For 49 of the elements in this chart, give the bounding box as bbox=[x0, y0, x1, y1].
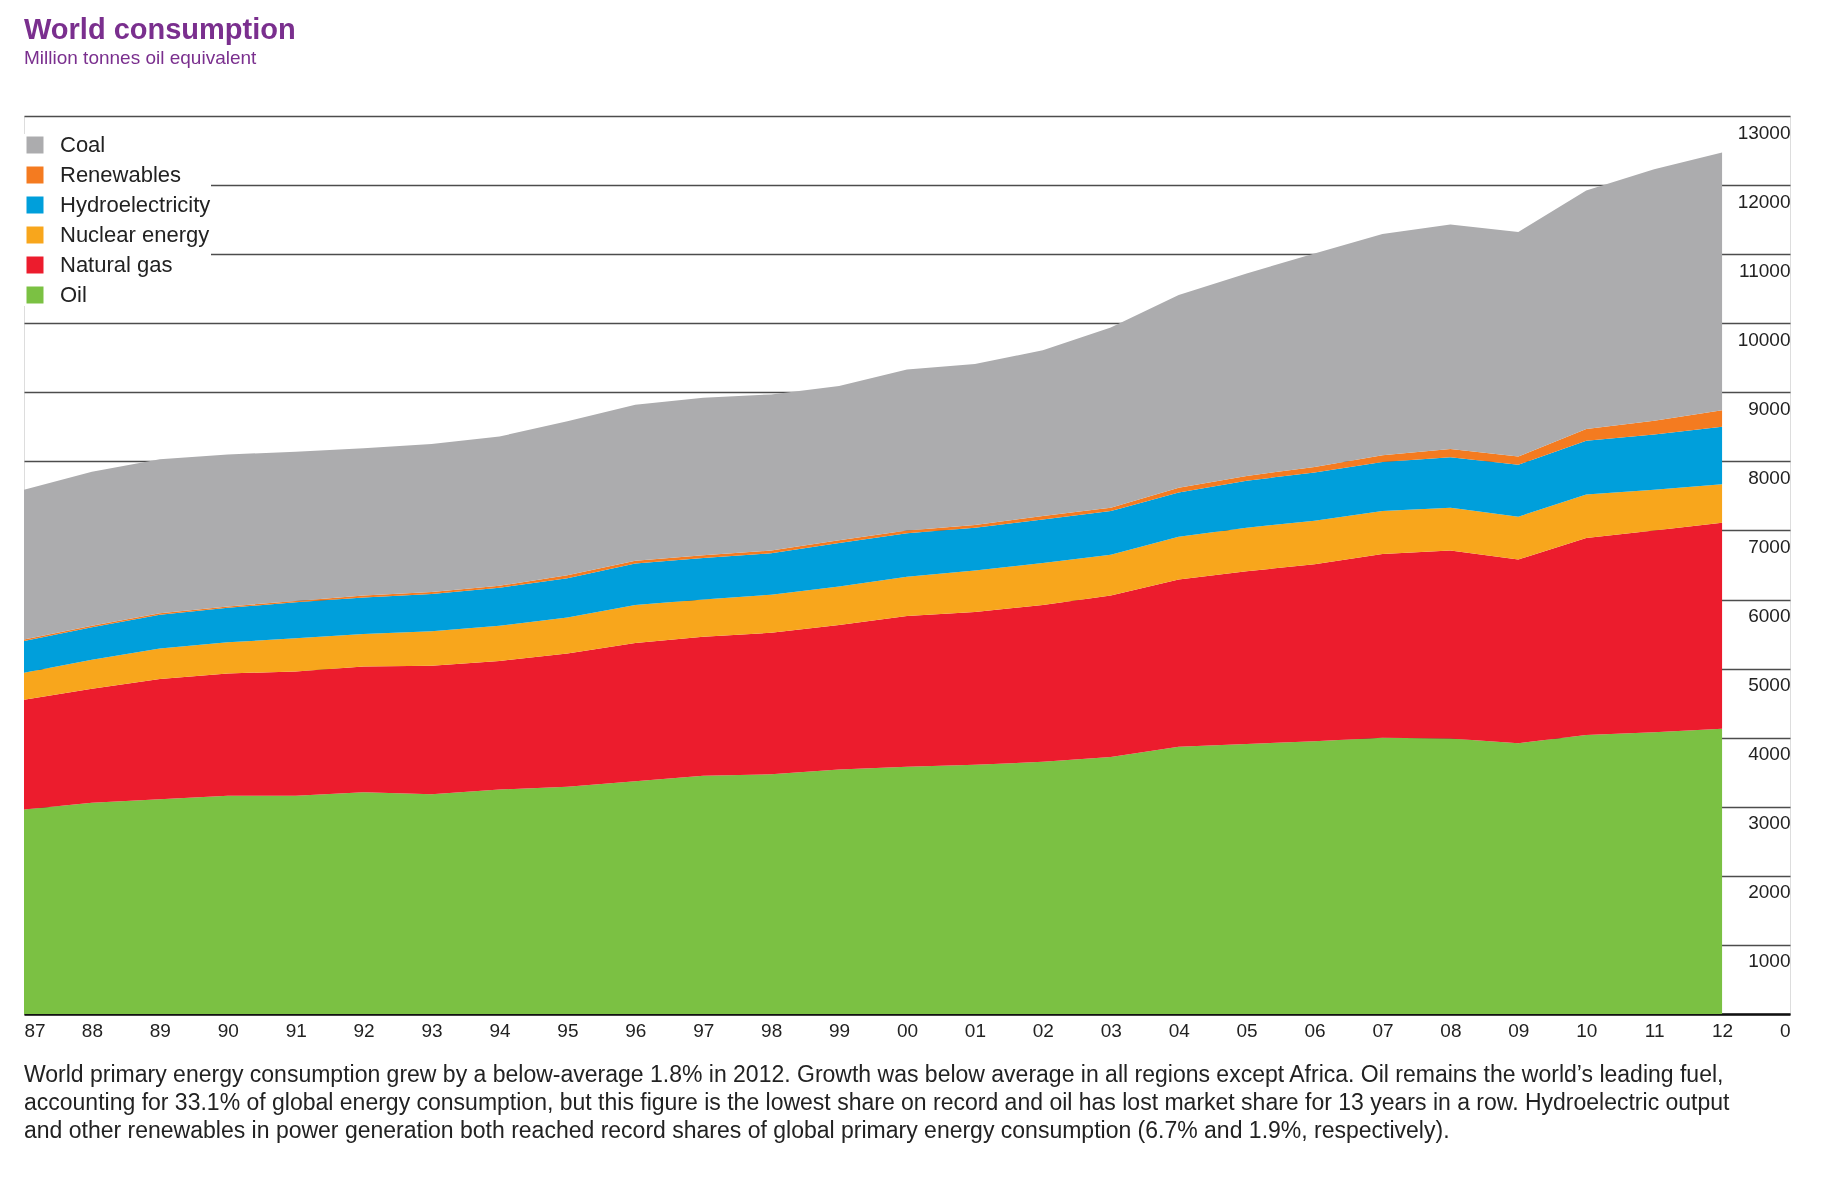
x-tick-label: 07 bbox=[1372, 1019, 1394, 1041]
legend-label: Oil bbox=[60, 282, 87, 307]
text: World primary energy consumption grew by a below-average 1.8% in 2012. Growth was below average in all regions except Africa. Oil remains the world’s leading fuel, accounting for 33.1% of global energy consumption, but this figure is the lowest share on record and oil has lost market share for 13 years in a row. Hydroelectric output and other renewables in power generation both reached record shares of global primary energy consumption (6.7% and 1.9%, respectively). bbox=[24, 1061, 1731, 1143]
x-tick-label: 96 bbox=[625, 1019, 647, 1041]
legend-label: Coal bbox=[60, 132, 106, 157]
x-tick-label: 88 bbox=[81, 1019, 103, 1041]
x-tick-label: 06 bbox=[1304, 1019, 1326, 1041]
x-tick-label: 05 bbox=[1236, 1019, 1258, 1041]
y-tick-label: 10000 bbox=[1737, 328, 1791, 350]
y-tick-label: 0 bbox=[1779, 1019, 1791, 1041]
y-tick-label: 3000 bbox=[1748, 812, 1791, 834]
x-tick-label: 01 bbox=[964, 1019, 986, 1041]
x-tick-label: 11 bbox=[1644, 1019, 1665, 1041]
y-tick-label: 8000 bbox=[1748, 466, 1791, 488]
y-tick-label: 11000 bbox=[1739, 259, 1791, 281]
y-tick-label: 6000 bbox=[1748, 605, 1791, 627]
y-tick-label: 1000 bbox=[1748, 950, 1791, 972]
x-tick-label: 90 bbox=[217, 1019, 239, 1041]
x-tick-label: 98 bbox=[761, 1019, 783, 1041]
x-tick-label: 92 bbox=[353, 1019, 375, 1041]
x-tick-label: 87 bbox=[24, 1019, 46, 1041]
y-tick-label: 4000 bbox=[1748, 743, 1791, 765]
x-tick-label: 99 bbox=[829, 1019, 851, 1041]
y-tick-label: 7000 bbox=[1748, 535, 1791, 557]
legend-label: Nuclear energy bbox=[60, 222, 210, 247]
x-tick-label: 91 bbox=[285, 1019, 307, 1041]
y-tick-label: 12000 bbox=[1737, 190, 1791, 212]
x-tick-label: 94 bbox=[489, 1019, 511, 1041]
chart-title: World consumption bbox=[24, 13, 296, 45]
x-tick-label: 93 bbox=[421, 1019, 443, 1041]
legend-label: Renewables bbox=[60, 162, 182, 187]
x-tick-label: 03 bbox=[1100, 1019, 1122, 1041]
x-tick-label: 09 bbox=[1508, 1019, 1530, 1041]
legend-label: Hydroelectricity bbox=[60, 192, 211, 217]
x-tick-label: 97 bbox=[693, 1019, 715, 1041]
chart-subtitle: Million tonnes oil equivalent bbox=[24, 47, 258, 68]
legend-label: Natural gas bbox=[60, 252, 173, 277]
y-tick-label: 5000 bbox=[1748, 674, 1791, 696]
x-tick-label: 95 bbox=[557, 1019, 579, 1041]
x-tick-label: 10 bbox=[1576, 1019, 1598, 1041]
x-tick-label: 00 bbox=[896, 1019, 919, 1041]
x-tick-label: 08 bbox=[1440, 1019, 1462, 1041]
y-tick-label: 9000 bbox=[1748, 397, 1791, 419]
x-tick-label: 12 bbox=[1712, 1019, 1734, 1041]
x-tick-label: 04 bbox=[1168, 1019, 1191, 1041]
x-tick-label: 89 bbox=[149, 1019, 171, 1041]
y-tick-label: 2000 bbox=[1748, 881, 1791, 903]
y-tick-label: 13000 bbox=[1737, 121, 1791, 143]
x-tick-label: 02 bbox=[1032, 1019, 1054, 1041]
